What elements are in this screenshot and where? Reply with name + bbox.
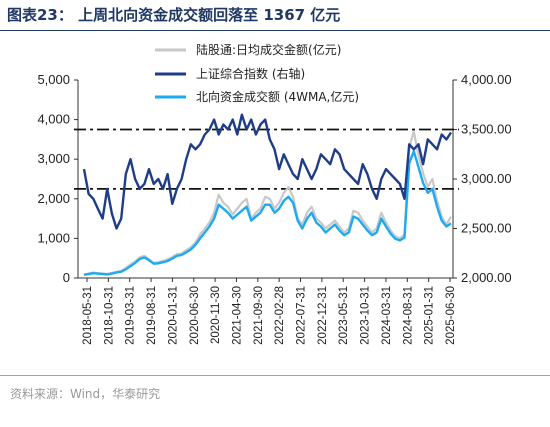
series-group [82, 113, 452, 276]
legend-label-daily: 陆股通:日均成交金额(亿元) [196, 42, 341, 57]
left-tick-label: 2,000 [37, 191, 70, 206]
x-tick-label: 2022-07-31 [296, 286, 308, 345]
page-title: 图表23： 上周北向资金成交额回落至 1367 亿元 [7, 6, 341, 24]
series-line-daily-turnover [83, 130, 452, 276]
x-tick-label: 2020-01-31 [167, 286, 179, 345]
left-tick-label: 0 [63, 270, 70, 285]
left-tick-label: 4,000 [37, 112, 70, 127]
x-tick-label: 2024-08-31 [402, 286, 414, 345]
legend-background [150, 38, 418, 108]
x-tick-label: 2022-02-28 [274, 286, 286, 345]
x-tick-label: 2019-03-31 [125, 286, 137, 345]
source-divider [0, 375, 550, 376]
x-tick-label: 2023-10-31 [360, 286, 372, 345]
x-tick-label: 2020-11-30 [210, 286, 222, 344]
x-axis: 2018-05-31 2018-10-31 2019-03-31 2019-08-31… [82, 278, 457, 345]
left-tick-label: 1,000 [37, 230, 70, 245]
left-tick-label: 3,000 [37, 151, 70, 166]
x-tick-label: 2020-06-30 [189, 286, 201, 345]
x-tick-label: 2024-03-31 [381, 286, 393, 345]
x-tick-label: 2018-05-31 [82, 286, 94, 345]
right-tick-label: 4,000.00 [461, 72, 512, 87]
source-note: 资料来源：Wind，华泰研究 [10, 387, 161, 401]
series-line-index [82, 113, 452, 230]
chart: 0 1,000 2,000 3,000 4,000 5,000 2,000.00 2,500… [37, 38, 512, 345]
x-tick-label: 2025-06-30 [445, 286, 457, 345]
series-line-turnover-4wma [83, 150, 452, 276]
x-tick-label: 2025-01-31 [424, 286, 436, 345]
x-tick-label: 2021-04-30 [231, 286, 243, 345]
x-tick-label: 2018-10-31 [103, 286, 115, 345]
legend: 陆股通:日均成交金额(亿元) 上证综合指数 (右轴) 北向资金成交额 (4WMA… [150, 38, 418, 108]
right-tick-label: 3,500.00 [461, 122, 512, 137]
x-tick-label: 2022-12-31 [317, 286, 329, 345]
legend-label-index: 上证综合指数 (右轴) [196, 66, 305, 81]
x-tick-label: 2019-08-31 [146, 286, 158, 345]
x-tick-label: 2021-09-30 [253, 286, 265, 345]
right-axis: 2,000.00 2,500.00 3,000.00 3,500.00 4,000.00 [453, 72, 512, 285]
right-tick-label: 3,000.00 [461, 171, 512, 186]
legend-label-wma: 北向资金成交额 (4WMA,亿元) [196, 89, 359, 104]
right-tick-label: 2,000.00 [461, 270, 512, 285]
left-axis: 0 1,000 2,000 3,000 4,000 5,000 [37, 72, 78, 285]
left-tick-label: 5,000 [37, 72, 70, 87]
reference-lines [74, 128, 459, 190]
title-divider [0, 30, 550, 31]
x-tick-label: 2023-05-31 [338, 286, 350, 345]
right-tick-label: 2,500.00 [461, 221, 512, 236]
